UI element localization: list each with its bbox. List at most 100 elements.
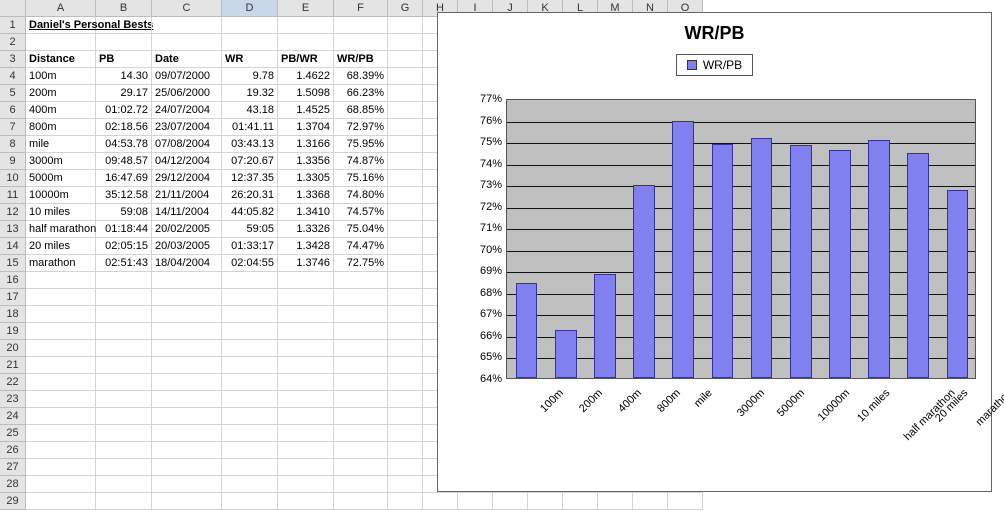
cell-A16[interactable] [26,272,96,289]
cell-date-11[interactable]: 20/03/2005 [152,238,222,255]
cell-D21[interactable] [222,357,278,374]
cell-A24[interactable] [26,408,96,425]
cell-G23[interactable] [388,391,423,408]
cell-B25[interactable] [96,425,152,442]
row-header-14[interactable]: 14 [0,238,26,255]
cell-E29[interactable] [278,493,334,510]
cell-F21[interactable] [334,357,388,374]
row-header-16[interactable]: 16 [0,272,26,289]
cell-C27[interactable] [152,459,222,476]
cell-wrpb-6[interactable]: 74.87% [334,153,388,170]
cell-E17[interactable] [278,289,334,306]
cell-F27[interactable] [334,459,388,476]
cell-date-2[interactable]: 25/06/2000 [152,85,222,102]
cell-G20[interactable] [388,340,423,357]
row-header-7[interactable]: 7 [0,119,26,136]
cell-date-5[interactable]: 07/08/2004 [152,136,222,153]
cell-A29[interactable] [26,493,96,510]
cell-F22[interactable] [334,374,388,391]
cell-A27[interactable] [26,459,96,476]
cell-C1[interactable] [152,17,222,34]
cell-G7[interactable] [388,119,423,136]
row-header-6[interactable]: 6 [0,102,26,119]
cell-wrpb-12[interactable]: 72.75% [334,255,388,272]
cell-pbwr-9[interactable]: 1.3410 [278,204,334,221]
cell-D27[interactable] [222,459,278,476]
title[interactable]: Daniel's Personal Bests [26,17,96,34]
cell-D2[interactable] [222,34,278,51]
cell-B17[interactable] [96,289,152,306]
cell-distance-5[interactable]: mile [26,136,96,153]
bar-100m[interactable] [516,283,538,378]
cell-wr-3[interactable]: 43.18 [222,102,278,119]
cell-G19[interactable] [388,323,423,340]
bar-half-marathon[interactable] [868,140,890,378]
cell-N29[interactable] [633,493,668,510]
cell-wrpb-1[interactable]: 68.39% [334,68,388,85]
cell-distance-7[interactable]: 5000m [26,170,96,187]
row-header-9[interactable]: 9 [0,153,26,170]
row-header-4[interactable]: 4 [0,68,26,85]
row-header-10[interactable]: 10 [0,170,26,187]
cell-E25[interactable] [278,425,334,442]
col-header-E[interactable]: E [278,0,334,17]
row-header-15[interactable]: 15 [0,255,26,272]
header-pb[interactable]: PB [96,51,152,68]
cell-distance-6[interactable]: 3000m [26,153,96,170]
cell-wr-10[interactable]: 59:05 [222,221,278,238]
cell-B21[interactable] [96,357,152,374]
cell-pb-3[interactable]: 01:02.72 [96,102,152,119]
bar-200m[interactable] [555,330,577,378]
cell-pbwr-7[interactable]: 1.3305 [278,170,334,187]
col-header-D[interactable]: D [222,0,278,17]
cell-G28[interactable] [388,476,423,493]
cell-wrpb-9[interactable]: 74.57% [334,204,388,221]
cell-wrpb-2[interactable]: 66.23% [334,85,388,102]
cell-C16[interactable] [152,272,222,289]
cell-C19[interactable] [152,323,222,340]
cell-G18[interactable] [388,306,423,323]
row-header-22[interactable]: 22 [0,374,26,391]
cell-E28[interactable] [278,476,334,493]
cell-D19[interactable] [222,323,278,340]
cell-pb-5[interactable]: 04:53.78 [96,136,152,153]
bar-marathon[interactable] [947,190,969,378]
cell-pbwr-2[interactable]: 1.5098 [278,85,334,102]
cell-A23[interactable] [26,391,96,408]
cell-wrpb-11[interactable]: 74.47% [334,238,388,255]
cell-C28[interactable] [152,476,222,493]
cell-distance-1[interactable]: 100m [26,68,96,85]
cell-C22[interactable] [152,374,222,391]
cell-wr-1[interactable]: 9.78 [222,68,278,85]
cell-D16[interactable] [222,272,278,289]
cell-F20[interactable] [334,340,388,357]
cell-wr-6[interactable]: 07:20.67 [222,153,278,170]
cell-pb-12[interactable]: 02:51:43 [96,255,152,272]
cell-A20[interactable] [26,340,96,357]
cell-E26[interactable] [278,442,334,459]
row-header-3[interactable]: 3 [0,51,26,68]
cell-D23[interactable] [222,391,278,408]
header-distance[interactable]: Distance [26,51,96,68]
cell-C17[interactable] [152,289,222,306]
cell-C29[interactable] [152,493,222,510]
row-header-5[interactable]: 5 [0,85,26,102]
bar-800m[interactable] [633,185,655,378]
cell-pb-10[interactable]: 01:18:44 [96,221,152,238]
cell-date-1[interactable]: 09/07/2000 [152,68,222,85]
cell-G6[interactable] [388,102,423,119]
cell-B2[interactable] [96,34,152,51]
row-header-17[interactable]: 17 [0,289,26,306]
cell-C25[interactable] [152,425,222,442]
col-header-G[interactable]: G [388,0,423,17]
cell-F16[interactable] [334,272,388,289]
cell-B19[interactable] [96,323,152,340]
cell-wr-11[interactable]: 01:33:17 [222,238,278,255]
cell-G22[interactable] [388,374,423,391]
cell-O29[interactable] [668,493,703,510]
cell-G12[interactable] [388,204,423,221]
cell-E20[interactable] [278,340,334,357]
cell-pbwr-5[interactable]: 1.3166 [278,136,334,153]
row-header-2[interactable]: 2 [0,34,26,51]
cell-date-8[interactable]: 21/11/2004 [152,187,222,204]
